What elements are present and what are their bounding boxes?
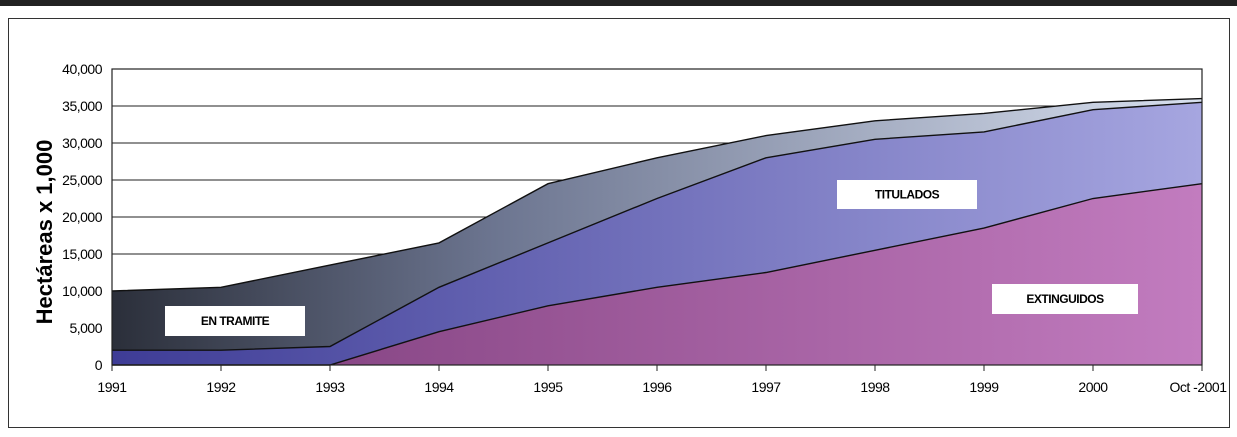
y-tick-label: 10,000 <box>62 283 103 299</box>
y-tick-label: 35,000 <box>62 98 103 114</box>
y-tick-label: 30,000 <box>62 135 103 151</box>
top-border-line <box>0 0 1237 6</box>
series-boundary-line <box>112 101 1203 351</box>
x-tick-label: Oct -2001 <box>1170 379 1228 395</box>
y-tick-label: 40,000 <box>62 61 103 77</box>
label-extinguidos: EXTINGUIDOS <box>992 284 1138 314</box>
x-tick-label: 1995 <box>533 379 563 395</box>
area-labels: EN TRAMITE TITULADOS EXTINGUIDOS <box>165 180 1138 336</box>
y-tick-label: 20,000 <box>62 209 103 225</box>
axes: 0 5,000 10,000 15,000 20,000 25,000 30,000 35,0… <box>62 61 1228 395</box>
area-en-tramite <box>112 98 1202 351</box>
label-titulados: TITULADOS <box>837 180 977 209</box>
y-tick-label: 5,000 <box>69 320 102 336</box>
areas <box>112 98 1202 366</box>
x-tick-label: 1998 <box>860 379 890 395</box>
label-box <box>165 306 305 336</box>
x-tick-label: 1993 <box>315 379 345 395</box>
y-tick-label: 25,000 <box>62 172 103 188</box>
series-boundary-line <box>111 97 1203 292</box>
label-box <box>837 180 977 209</box>
area-extinguidos <box>112 183 1202 365</box>
x-tick-label: 1996 <box>642 379 672 395</box>
area-label-text: EXTINGUIDOS <box>1026 292 1104 306</box>
area-label-text: EN TRAMITE <box>201 314 270 328</box>
y-axis-title: Hectáreas x 1,000 <box>32 140 57 325</box>
x-tick-label: 1991 <box>97 379 127 395</box>
label-box <box>992 284 1138 314</box>
y-tick-label: 0 <box>95 357 103 373</box>
y-tick-label: 15,000 <box>62 246 103 262</box>
label-en-tramite: EN TRAMITE <box>165 306 305 336</box>
x-tick-label: 1994 <box>424 379 454 395</box>
x-tick-label: 1999 <box>969 379 999 395</box>
x-tick-label: 2000 <box>1078 379 1108 395</box>
x-tick-label: 1997 <box>751 379 781 395</box>
area-titulados <box>112 102 1202 366</box>
area-label-text: TITULADOS <box>875 188 940 202</box>
x-tick-label: 1992 <box>206 379 236 395</box>
